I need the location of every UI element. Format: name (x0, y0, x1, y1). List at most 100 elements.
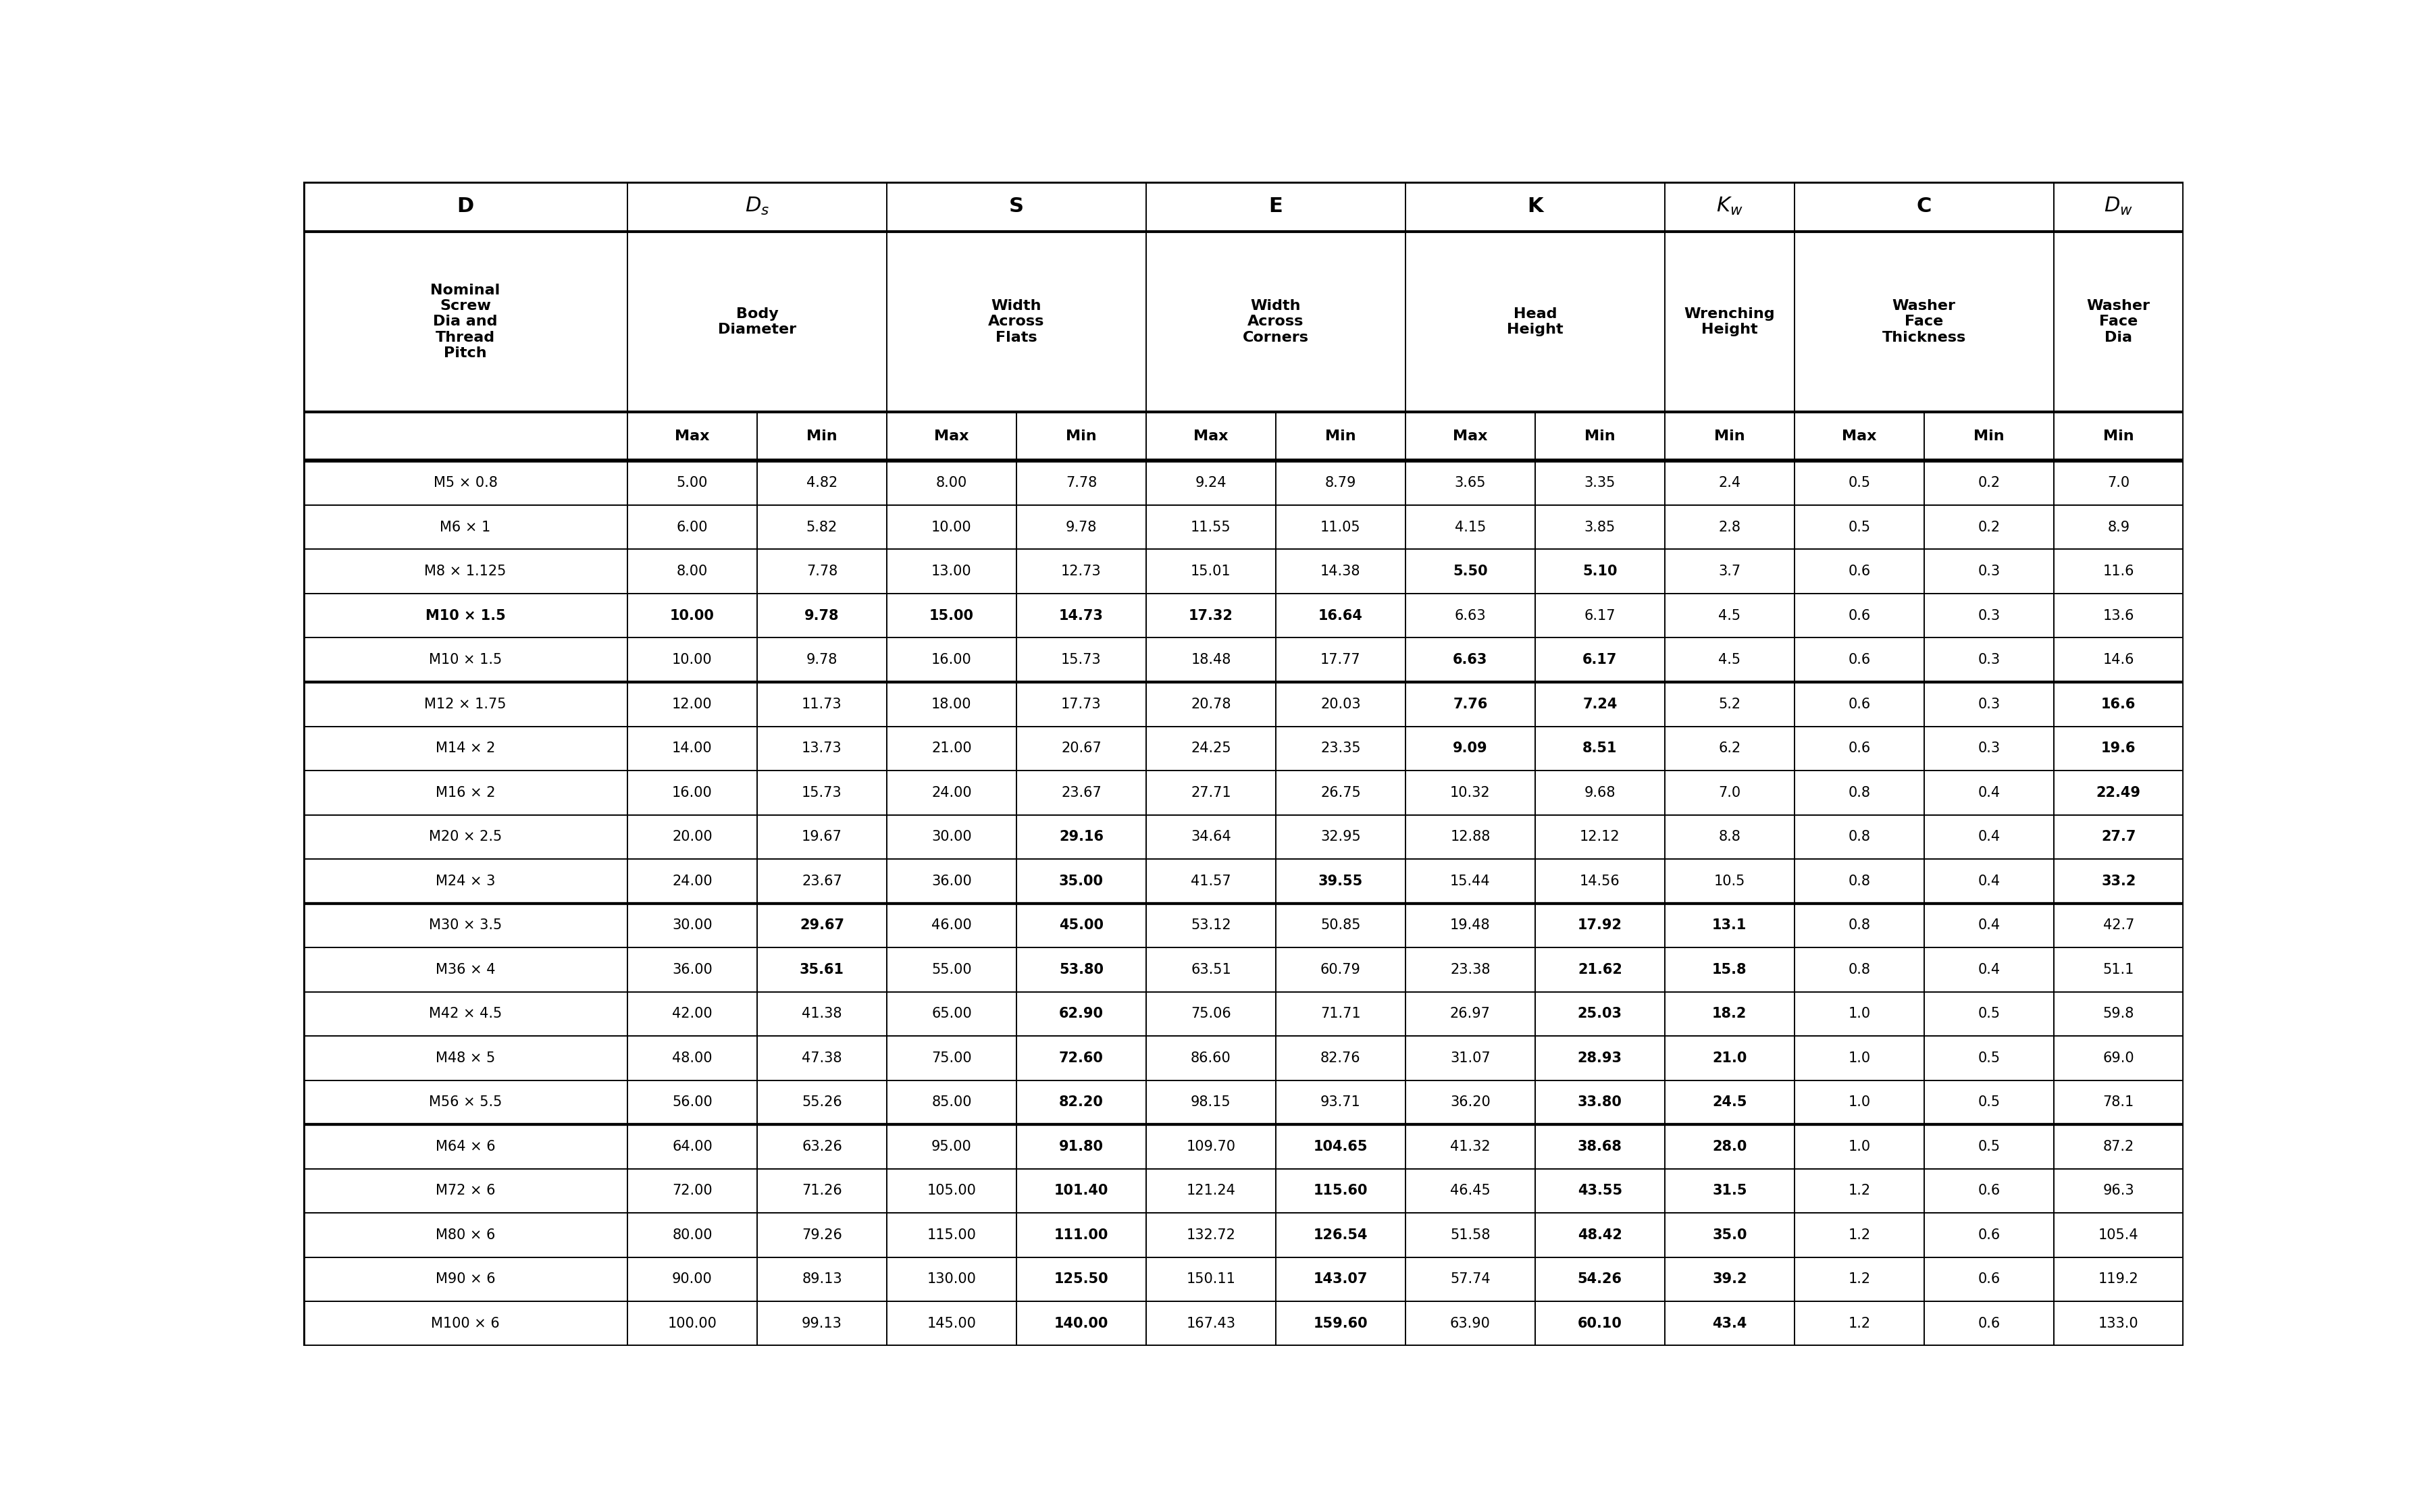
Text: Nominal
Screw
Dia and
Thread
Pitch: Nominal Screw Dia and Thread Pitch (429, 284, 500, 360)
Text: 2.8: 2.8 (1718, 520, 1742, 534)
Text: 35.00: 35.00 (1060, 874, 1104, 888)
Text: 25.03: 25.03 (1577, 1007, 1623, 1021)
Text: 1.2: 1.2 (1849, 1273, 1870, 1287)
Text: Max: Max (1841, 429, 1878, 443)
Text: 6.17: 6.17 (1584, 609, 1616, 623)
Text: 109.70: 109.70 (1186, 1140, 1235, 1154)
Text: 8.8: 8.8 (1718, 830, 1742, 844)
Text: Min: Min (1325, 429, 1356, 443)
Text: 64.00: 64.00 (672, 1140, 713, 1154)
Text: Min: Min (1065, 429, 1097, 443)
Text: M90 × 6: M90 × 6 (434, 1273, 495, 1287)
Text: 19.67: 19.67 (801, 830, 842, 844)
Text: 34.64: 34.64 (1191, 830, 1230, 844)
Text: 60.10: 60.10 (1577, 1317, 1623, 1331)
Text: 0.4: 0.4 (1977, 874, 1999, 888)
Text: 16.00: 16.00 (932, 653, 973, 667)
Text: M14 × 2: M14 × 2 (437, 742, 495, 754)
Text: M64 × 6: M64 × 6 (434, 1140, 495, 1154)
Text: 11.55: 11.55 (1191, 520, 1230, 534)
Text: 12.88: 12.88 (1451, 830, 1490, 844)
Text: 130.00: 130.00 (927, 1273, 975, 1287)
Text: 115.00: 115.00 (927, 1228, 975, 1241)
Text: 51.1: 51.1 (2103, 963, 2135, 977)
Text: 89.13: 89.13 (801, 1273, 842, 1287)
Text: 20.00: 20.00 (672, 830, 713, 844)
Text: 100.00: 100.00 (667, 1317, 716, 1331)
Text: 0.6: 0.6 (1849, 609, 1870, 623)
Text: 0.2: 0.2 (1977, 520, 1999, 534)
Text: 0.2: 0.2 (1977, 476, 1999, 490)
Text: 8.79: 8.79 (1325, 476, 1356, 490)
Text: Min: Min (805, 429, 837, 443)
Text: S: S (1009, 197, 1024, 216)
Text: 18.48: 18.48 (1191, 653, 1230, 667)
Text: 2.4: 2.4 (1718, 476, 1742, 490)
Text: 101.40: 101.40 (1055, 1184, 1109, 1198)
Text: 13.1: 13.1 (1713, 919, 1747, 931)
Text: 22.49: 22.49 (2096, 786, 2140, 800)
Text: 43.4: 43.4 (1713, 1317, 1747, 1331)
Text: 59.8: 59.8 (2103, 1007, 2135, 1021)
Text: 21.0: 21.0 (1713, 1051, 1747, 1064)
Text: 10.00: 10.00 (672, 653, 713, 667)
Text: 29.67: 29.67 (801, 919, 844, 931)
Text: 63.90: 63.90 (1451, 1317, 1490, 1331)
Text: 36.00: 36.00 (672, 963, 713, 977)
Text: 0.3: 0.3 (1977, 564, 1999, 578)
Text: 53.12: 53.12 (1191, 919, 1230, 931)
Text: M80 × 6: M80 × 6 (437, 1228, 495, 1241)
Text: 48.00: 48.00 (672, 1051, 713, 1064)
Text: 7.78: 7.78 (805, 564, 837, 578)
Text: 10.00: 10.00 (932, 520, 973, 534)
Text: 14.38: 14.38 (1320, 564, 1361, 578)
Text: 28.0: 28.0 (1713, 1140, 1747, 1154)
Text: 0.5: 0.5 (1977, 1096, 1999, 1110)
Text: 0.3: 0.3 (1977, 653, 1999, 667)
Text: 24.00: 24.00 (932, 786, 973, 800)
Text: M5 × 0.8: M5 × 0.8 (434, 476, 497, 490)
Text: 0.6: 0.6 (1849, 742, 1870, 754)
Text: 0.6: 0.6 (1849, 653, 1870, 667)
Text: 5.00: 5.00 (677, 476, 708, 490)
Text: 15.73: 15.73 (1060, 653, 1101, 667)
Text: 33.80: 33.80 (1577, 1096, 1623, 1110)
Text: 93.71: 93.71 (1320, 1096, 1361, 1110)
Text: 20.67: 20.67 (1060, 742, 1101, 754)
Text: 4.5: 4.5 (1718, 609, 1742, 623)
Text: 6.17: 6.17 (1582, 653, 1618, 667)
Text: 19.6: 19.6 (2101, 742, 2135, 754)
Text: M16 × 2: M16 × 2 (434, 786, 495, 800)
Text: 13.6: 13.6 (2103, 609, 2135, 623)
Text: 12.00: 12.00 (672, 697, 713, 711)
Text: 31.07: 31.07 (1451, 1051, 1490, 1064)
Text: Max: Max (1453, 429, 1487, 443)
Text: 15.73: 15.73 (801, 786, 842, 800)
Text: 55.26: 55.26 (801, 1096, 842, 1110)
Text: M72 × 6: M72 × 6 (434, 1184, 495, 1198)
Text: 91.80: 91.80 (1060, 1140, 1104, 1154)
Text: M100 × 6: M100 × 6 (432, 1317, 500, 1331)
Text: M48 × 5: M48 × 5 (437, 1051, 495, 1064)
Text: Max: Max (674, 429, 711, 443)
Text: 30.00: 30.00 (932, 830, 973, 844)
Text: 14.6: 14.6 (2103, 653, 2135, 667)
Text: 16.6: 16.6 (2101, 697, 2135, 711)
Text: C: C (1917, 197, 1931, 216)
Text: 48.42: 48.42 (1577, 1228, 1623, 1241)
Text: Min: Min (2103, 429, 2135, 443)
Text: $D_s$: $D_s$ (745, 197, 769, 218)
Text: 23.67: 23.67 (801, 874, 842, 888)
Text: 18.00: 18.00 (932, 697, 973, 711)
Text: Width
Across
Corners: Width Across Corners (1242, 299, 1310, 345)
Text: Min: Min (1972, 429, 2004, 443)
Text: 71.26: 71.26 (801, 1184, 842, 1198)
Text: 51.58: 51.58 (1451, 1228, 1490, 1241)
Text: 0.3: 0.3 (1977, 609, 1999, 623)
Text: 24.25: 24.25 (1191, 742, 1230, 754)
Text: 9.78: 9.78 (805, 609, 839, 623)
Text: 4.5: 4.5 (1718, 653, 1742, 667)
Text: 24.5: 24.5 (1713, 1096, 1747, 1110)
Text: 57.74: 57.74 (1451, 1273, 1490, 1287)
Text: 0.5: 0.5 (1849, 476, 1870, 490)
